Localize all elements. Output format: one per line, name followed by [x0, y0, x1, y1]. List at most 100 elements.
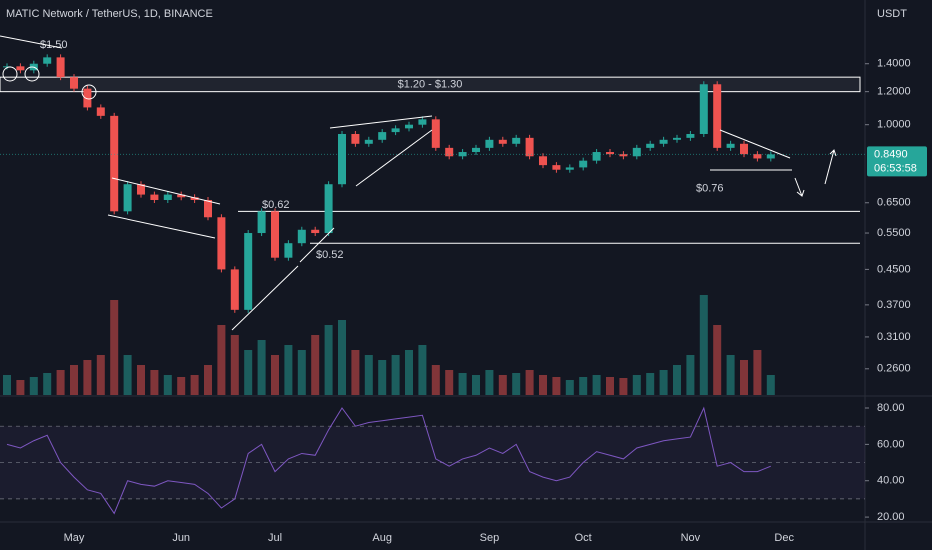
volume-bar — [204, 365, 212, 395]
volume-bar — [137, 365, 145, 395]
volume-bar — [592, 375, 601, 395]
volume-bar — [485, 370, 494, 395]
candle-body — [606, 152, 614, 155]
candle-body — [713, 84, 722, 148]
volume-bar — [351, 350, 360, 395]
candle-body — [364, 139, 373, 144]
candle-body — [257, 211, 266, 234]
candle-body — [592, 152, 601, 161]
volume-bar — [713, 325, 722, 395]
x-tick-label: Aug — [372, 532, 392, 544]
candle-body — [498, 139, 507, 144]
candle-body — [431, 119, 440, 148]
volume-bar — [753, 350, 762, 395]
y-tick-label: 0.6500 — [877, 197, 911, 209]
candle-body — [740, 143, 748, 155]
volume-bar — [123, 355, 132, 395]
data-layer: 1.4000 1.2000 1.0000 0.6500 0.5500 0.4500 0.37… — [0, 39, 927, 544]
candle-body — [43, 57, 52, 64]
y-tick-label: 0.3100 — [877, 331, 911, 343]
volume-bar — [163, 375, 172, 395]
candle-body — [70, 77, 78, 89]
volume-bar — [552, 377, 561, 395]
candle-body — [137, 184, 145, 195]
trend-line — [0, 35, 63, 49]
candle-body — [686, 133, 695, 138]
volume-bar — [673, 365, 681, 395]
arrow-up — [824, 149, 837, 185]
candle-body — [16, 66, 25, 71]
candle-body — [3, 66, 11, 68]
candle-body — [753, 154, 762, 159]
volume-bar — [632, 375, 641, 395]
y-tick-label: 0.2600 — [877, 363, 911, 375]
volume-bar — [740, 360, 748, 395]
volume-bar — [472, 375, 480, 395]
rsi-y-tick-label: 80.00 — [877, 402, 905, 414]
rsi-y-tick-label: 60.00 — [877, 438, 905, 450]
y-tick-label: 1.4000 — [877, 58, 911, 70]
level-label: $0.62 — [262, 199, 290, 211]
candle-body — [284, 243, 293, 258]
candle-body — [163, 194, 172, 200]
candle-body — [673, 137, 681, 140]
arrow-down — [794, 177, 805, 197]
y-tick-label: 0.4500 — [877, 263, 911, 275]
x-tick-label: Sep — [480, 532, 500, 544]
volume-bar — [726, 355, 735, 395]
y-tick-label: 1.0000 — [877, 119, 911, 131]
volume-bar — [311, 335, 320, 395]
volume-bar — [56, 370, 65, 395]
volume-bar — [766, 375, 775, 395]
candle-body — [190, 197, 199, 200]
candle-body — [351, 133, 360, 144]
annotation: $0.76 — [696, 182, 724, 194]
volume-bar — [431, 365, 440, 395]
volume-bar — [96, 355, 105, 395]
volume-bar — [619, 378, 628, 395]
candle-body — [579, 160, 588, 168]
volume-bar — [110, 300, 119, 395]
volume-bar — [16, 380, 25, 395]
candle-body — [217, 217, 226, 270]
rsi-y-tick-label: 40.00 — [877, 475, 905, 487]
rsi-line — [6, 406, 771, 515]
x-tick-label: Jul — [268, 532, 282, 544]
candle-body — [646, 143, 655, 148]
trend-line — [107, 214, 216, 239]
volume-bar — [324, 325, 333, 395]
level-label: $0.52 — [316, 249, 344, 261]
volume-bar — [579, 377, 588, 395]
x-tick-label: Dec — [774, 532, 794, 544]
volume-bar — [338, 320, 346, 395]
candle-body — [56, 57, 65, 78]
candle-body — [150, 194, 159, 200]
candle-body — [565, 167, 574, 170]
rsi-y-tick-label: 20.00 — [877, 511, 905, 523]
x-tick-label: Nov — [681, 532, 701, 544]
y-tick-label: 0.5500 — [877, 227, 911, 239]
drawings — [0, 35, 837, 331]
chart-title: MATIC Network / TetherUS, 1D, BINANCE — [6, 8, 213, 20]
volume-bar — [83, 360, 92, 395]
circle-marker — [2, 66, 18, 82]
volume-bar — [539, 375, 547, 395]
circle-marker — [24, 66, 40, 82]
volume-bar — [565, 380, 574, 395]
y-tick-label: 0.3700 — [877, 299, 911, 311]
candle-body — [632, 147, 641, 157]
volume-bar — [70, 365, 78, 395]
annotation: $1.50 — [40, 39, 68, 51]
trend-line — [355, 129, 433, 187]
volume-bar — [230, 335, 239, 395]
volume-bar — [3, 375, 11, 395]
volume-bar — [525, 370, 534, 395]
trend-line — [719, 129, 791, 159]
candle-body — [418, 119, 427, 125]
volume-bar — [391, 355, 400, 395]
x-tick-label: Oct — [575, 532, 592, 544]
candle-body — [324, 184, 333, 234]
candle-body — [766, 154, 775, 159]
volume-bar — [177, 377, 186, 395]
volume-bar — [699, 295, 708, 395]
